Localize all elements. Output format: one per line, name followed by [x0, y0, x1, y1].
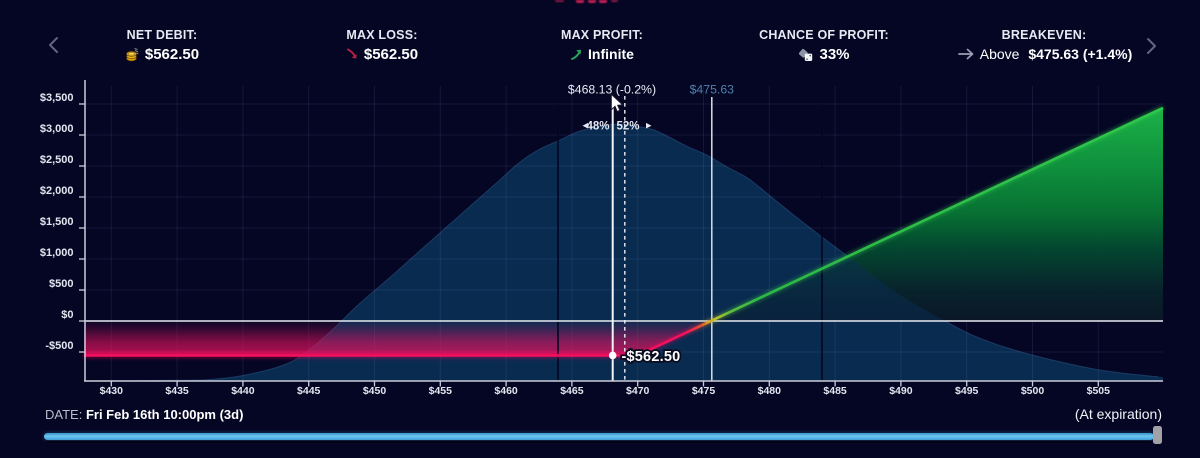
- svg-text:$435: $435: [165, 385, 189, 397]
- svg-text:$500: $500: [1021, 385, 1045, 397]
- svg-text:$475.63: $475.63: [690, 83, 735, 97]
- svg-text:$430: $430: [100, 385, 124, 397]
- svg-text:$460: $460: [494, 385, 518, 397]
- svg-text:$480: $480: [758, 385, 782, 397]
- svg-text:$440: $440: [231, 385, 255, 397]
- svg-text:$470: $470: [626, 385, 650, 397]
- svg-text:$2,500: $2,500: [40, 154, 74, 166]
- svg-text:$455: $455: [429, 385, 453, 397]
- svg-text:48%: 48%: [586, 120, 609, 132]
- svg-text:$500: $500: [49, 278, 73, 290]
- svg-text:52%: 52%: [617, 120, 640, 132]
- svg-text:$445: $445: [297, 385, 321, 397]
- svg-text:$485: $485: [823, 385, 847, 397]
- svg-text:$1,000: $1,000: [40, 247, 74, 259]
- svg-text:$450: $450: [363, 385, 387, 397]
- svg-text:$465: $465: [560, 385, 584, 397]
- svg-text:$468.13 (-0.2%): $468.13 (-0.2%): [568, 83, 656, 97]
- svg-text:-$562.50: -$562.50: [622, 349, 681, 365]
- svg-text:$490: $490: [889, 385, 913, 397]
- svg-text:$1,500: $1,500: [40, 216, 74, 228]
- svg-text:$495: $495: [955, 385, 979, 397]
- svg-text:$2,000: $2,000: [40, 185, 74, 197]
- svg-text:$3,000: $3,000: [40, 123, 74, 135]
- svg-text:$475: $475: [692, 385, 716, 397]
- svg-text:$3,500: $3,500: [40, 92, 74, 104]
- svg-text:$0: $0: [61, 309, 73, 321]
- svg-text:-$500: -$500: [45, 340, 73, 352]
- svg-text:$505: $505: [1087, 385, 1111, 397]
